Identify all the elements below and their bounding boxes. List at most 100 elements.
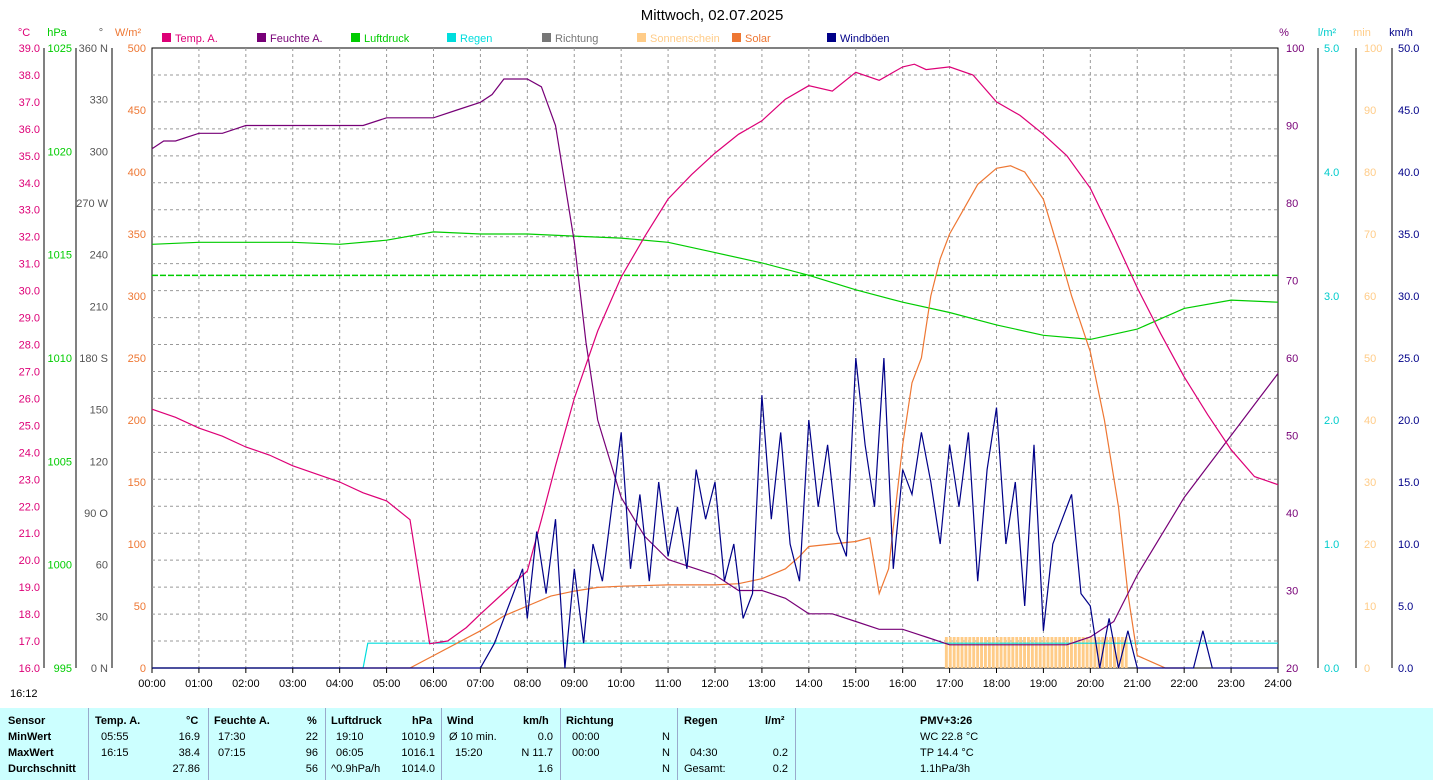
legend-label: Feuchte A. [270, 33, 323, 45]
sunshine-bar [1046, 637, 1050, 668]
direction-tick-label: 0 N [91, 663, 108, 675]
pressure-unit-label: hPa [47, 27, 67, 39]
x-tick-label: 07:00 [467, 678, 495, 690]
sunshine-bar [980, 637, 983, 668]
chart-legend: Temp. A. Feuchte A. Luftdruck Regen Richtung… [162, 33, 890, 45]
sunshine-bar [1066, 637, 1070, 668]
x-tick-label: 14:00 [795, 678, 823, 690]
direction-tick-label: 270 W [76, 198, 108, 210]
header-temp-unit: °C [186, 715, 199, 727]
rain-tick-label: 4.0 [1324, 167, 1339, 179]
pressure-tick-label: 995 [54, 663, 72, 675]
sunshine-bar [1089, 637, 1093, 668]
statistics-table: Sensor Temp. A. °C Feuchte A. % Luftdruc… [0, 708, 1433, 780]
sunshine-bar [976, 637, 980, 668]
sunshine-bar [972, 637, 976, 668]
sunshine-bar [1015, 637, 1019, 668]
temp-tick-label: 21.0 [19, 528, 40, 540]
humidity-value: 96 [305, 747, 318, 759]
humidity-line [151, 78, 1279, 646]
chart-series [151, 63, 1279, 669]
temp-tick-label: 28.0 [19, 340, 40, 352]
rain-tick-label: 3.0 [1324, 291, 1339, 303]
temp-tick-label: 37.0 [19, 97, 40, 109]
direction-tick-label: 60 [96, 560, 108, 572]
chart-grid [151, 47, 1279, 669]
sunshine-bar [944, 637, 948, 668]
sunshine-bar [999, 637, 1003, 668]
header-humidity-unit: % [307, 715, 317, 727]
direction-tick-label: 150 [90, 405, 108, 417]
temp-tick-label: 29.0 [19, 313, 40, 325]
temp-tick-label: 25.0 [19, 420, 40, 432]
sunshine-bar [1007, 637, 1011, 668]
rain-unit-label: l/m² [1318, 27, 1337, 39]
temp-tick-label: 36.0 [19, 124, 40, 136]
sunshine-bar [1093, 637, 1097, 668]
x-tick-label: 02:00 [232, 678, 260, 690]
x-tick-label: 06:00 [420, 678, 448, 690]
legend-label: Luftdruck [364, 33, 410, 45]
pressure-time: 19:10 [336, 731, 364, 743]
row-label: MinWert [8, 731, 52, 743]
wind-tick-label: 15.0 [1398, 477, 1419, 489]
legend-swatch [162, 33, 171, 42]
legend-label: Richtung [555, 33, 598, 45]
temp-tick-label: 34.0 [19, 178, 40, 190]
legend-label: Regen [460, 33, 492, 45]
humidity-tick-label: 80 [1286, 198, 1298, 210]
x-tick-label: 04:00 [326, 678, 354, 690]
wind-time: 15:20 [455, 747, 483, 759]
legend-swatch [542, 33, 551, 42]
x-tick-label: 19:00 [1030, 678, 1058, 690]
wind-tick-label: 10.0 [1398, 539, 1419, 551]
wind-unit-label: km/h [1389, 27, 1413, 39]
humidity-time: 17:30 [218, 731, 246, 743]
x-tick-label: 23:00 [1217, 678, 1245, 690]
header-sensor: Sensor [8, 715, 46, 727]
wind-tick-label: 20.0 [1398, 415, 1419, 427]
sunshine-bar [1077, 637, 1081, 668]
direction-time: 00:00 [572, 747, 600, 759]
sunshine-bar [1003, 637, 1007, 668]
header-rain: Regen [684, 715, 718, 727]
temp-time: 16:15 [101, 747, 129, 759]
wind-value: N 11.7 [521, 747, 553, 759]
temp-tick-label: 31.0 [19, 259, 40, 271]
x-tick-label: 18:00 [983, 678, 1011, 690]
legend-label: Sonnenschein [650, 33, 720, 45]
legend-swatch [447, 33, 456, 42]
x-tick-label: 13:00 [748, 678, 776, 690]
sunshine-bar [956, 637, 960, 668]
humidity-time: 07:15 [218, 747, 246, 759]
solar-tick-label: 350 [128, 229, 146, 241]
sunshine-bar [1034, 637, 1038, 668]
rain-tick-label: 1.0 [1324, 539, 1339, 551]
wind-tick-label: 30.0 [1398, 291, 1419, 303]
temp-value: 16.9 [178, 731, 200, 743]
sunshine-bar [1085, 637, 1089, 668]
temp-tick-label: 18.0 [19, 609, 40, 621]
x-tick-label: 11:00 [655, 678, 682, 690]
humidity-value: 22 [305, 731, 318, 743]
sunshine-bar [1038, 637, 1042, 668]
solar-tick-label: 0 [140, 663, 146, 675]
humidity-tick-label: 40 [1286, 508, 1298, 520]
sunshine-bar [991, 637, 995, 668]
header-pressure: Luftdruck [331, 715, 382, 727]
sunshine-bar [952, 637, 956, 668]
wind-tick-label: 0.0 [1398, 663, 1413, 675]
direction-value: N [662, 763, 670, 775]
temp-tick-label: 22.0 [19, 501, 40, 513]
sunshine-bar [960, 637, 964, 668]
temp-tick-label: 19.0 [19, 582, 40, 594]
solar-line [152, 165, 1185, 669]
sunshine-bar [964, 637, 968, 668]
solar-tick-label: 400 [128, 167, 146, 179]
pressure-tick-label: 1015 [48, 250, 72, 262]
sun-tick-label: 50 [1364, 353, 1376, 365]
x-tick-label: 24:00 [1264, 678, 1292, 690]
sunshine-bar [983, 637, 987, 668]
temp-tick-label: 24.0 [19, 447, 40, 459]
wind-tick-label: 40.0 [1398, 167, 1419, 179]
